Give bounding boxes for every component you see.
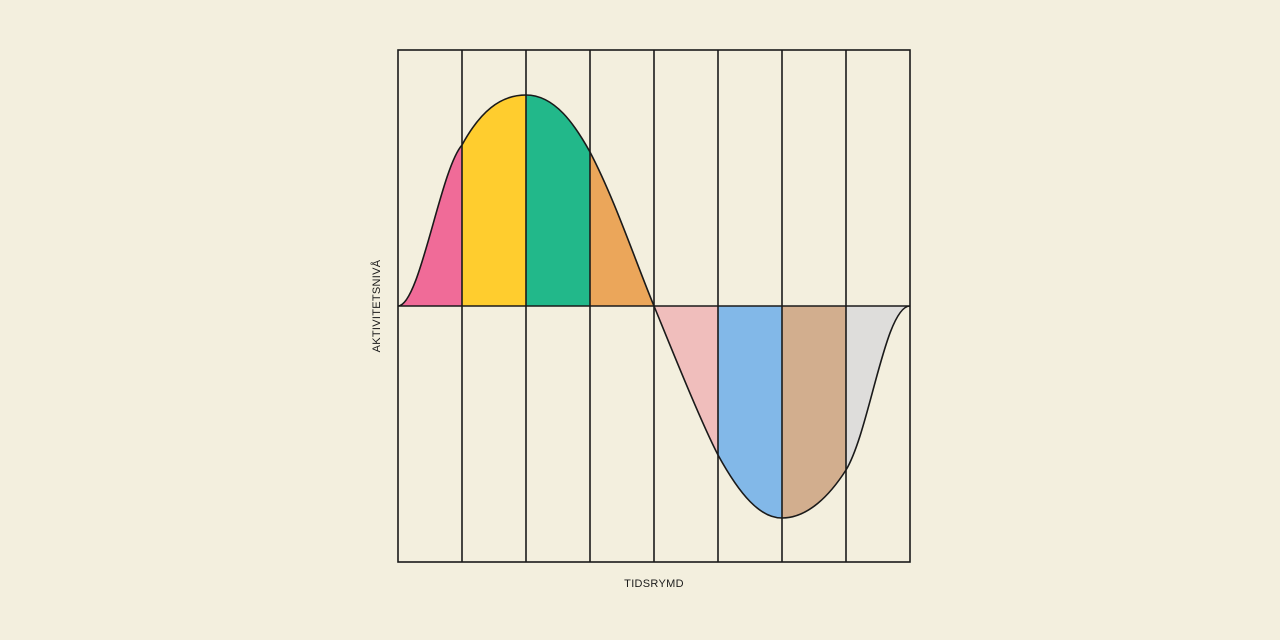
activity-curve <box>397 94 911 519</box>
x-axis-label: TIDSRYMD <box>624 578 684 590</box>
y-axis-label: AKTIVITETSNIVÅ <box>370 259 383 352</box>
grid <box>397 49 911 563</box>
